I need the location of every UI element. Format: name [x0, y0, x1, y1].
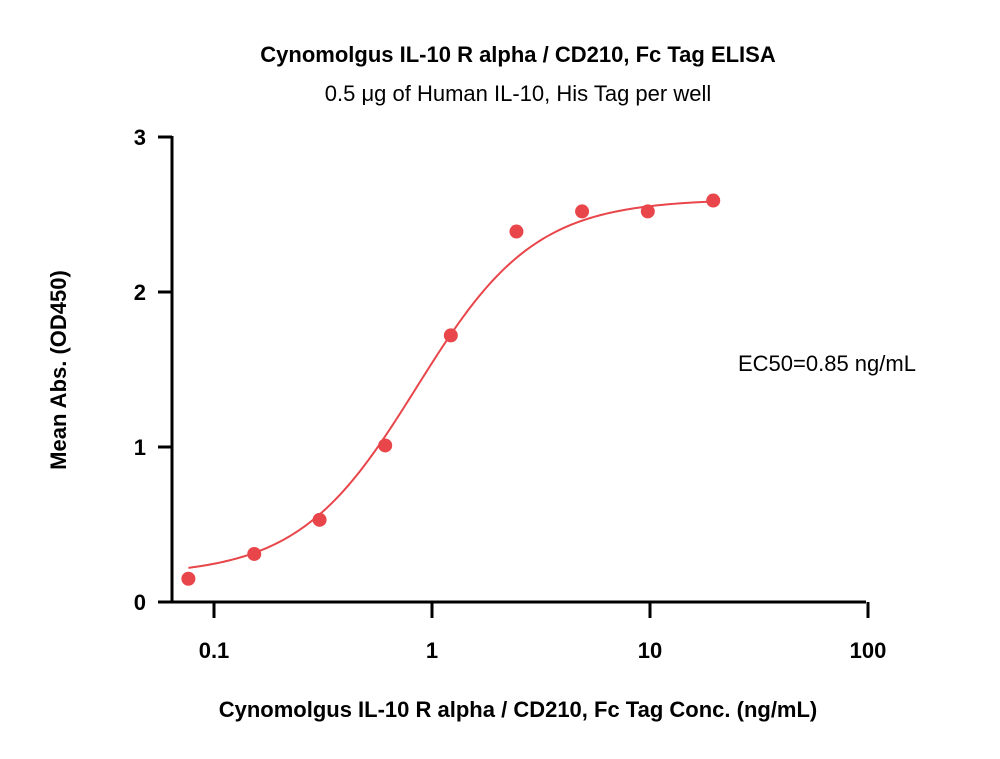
data-point-1: [247, 546, 262, 561]
data-point-4: [443, 328, 458, 343]
x-tick-label-1: 1: [426, 638, 438, 663]
x-tick-label-3: 100: [850, 638, 887, 663]
y-tick-label-2: 2: [134, 280, 146, 305]
data-point-0: [181, 571, 196, 586]
y-ticks: 0 1 2 3: [134, 125, 172, 615]
y-tick-label-3: 3: [134, 125, 146, 150]
x-tick-label-0: 0.1: [199, 638, 230, 663]
data-point-5: [509, 224, 524, 239]
ec50-annotation: EC50=0.85 ng/mL: [738, 351, 916, 376]
data-point-7: [640, 204, 655, 219]
fit-curve: [188, 200, 714, 569]
x-ticks: 0.1 1 10 100: [199, 602, 887, 663]
axes: [170, 136, 866, 604]
chart-subtitle: 0.5 μg of Human IL-10, His Tag per well: [325, 81, 711, 106]
x-tick-label-2: 10: [638, 638, 662, 663]
chart-title: Cynomolgus IL-10 R alpha / CD210, Fc Tag…: [260, 42, 776, 67]
y-tick-label-0: 0: [134, 590, 146, 615]
y-tick-label-1: 1: [134, 435, 146, 460]
data-points: [181, 193, 721, 586]
data-point-3: [378, 438, 393, 453]
data-point-2: [312, 512, 327, 527]
data-point-8: [706, 193, 721, 208]
data-point-6: [575, 204, 590, 219]
x-axis-label: Cynomolgus IL-10 R alpha / CD210, Fc Tag…: [219, 697, 818, 722]
y-axis-label: Mean Abs. (OD450): [46, 270, 71, 470]
